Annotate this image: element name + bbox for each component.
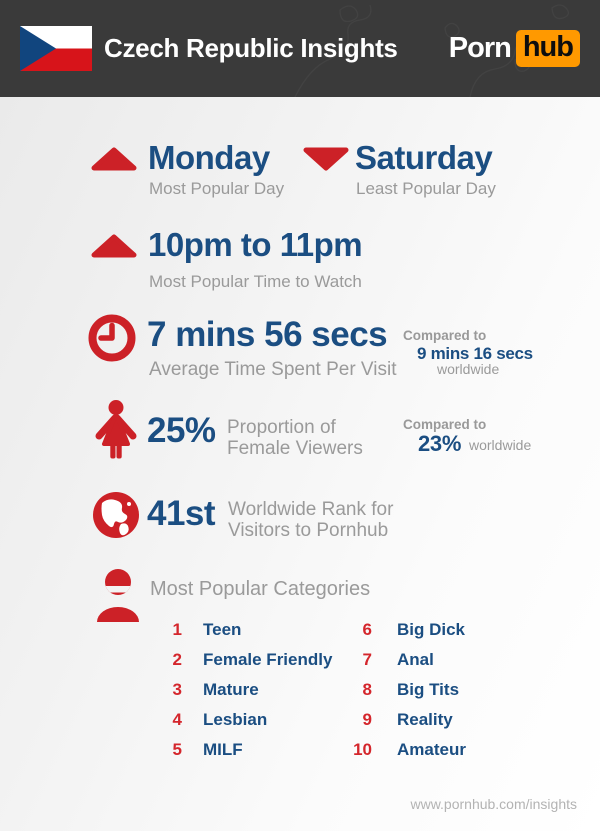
avg-time-compare-suffix: worldwide	[437, 361, 500, 377]
czech-flag-icon	[20, 26, 92, 71]
category-name: Anal	[397, 650, 434, 669]
female-icon	[95, 400, 137, 459]
category-name: Amateur	[397, 740, 466, 759]
person-icon	[97, 569, 139, 622]
avg-time-label: Average Time Spent Per Visit	[149, 359, 397, 380]
globe-icon	[93, 492, 139, 538]
least-popular-day-value: Saturday	[355, 139, 493, 176]
category-rank: 8	[362, 680, 372, 699]
female-viewers-label-line1: Proportion of	[227, 417, 336, 438]
logo-hub-badge: hub	[515, 30, 580, 67]
category-name: Reality	[397, 710, 453, 729]
category-item: 9 Reality	[340, 710, 466, 740]
category-item: 7 Anal	[340, 650, 466, 680]
pornhub-logo[interactable]: Porn hub	[449, 0, 580, 97]
avg-time-compare-prefix: Compared to	[403, 328, 487, 343]
category-item: 3 Mature	[152, 680, 332, 710]
category-rank: 9	[362, 710, 372, 729]
female-compare-suffix: worldwide	[469, 437, 532, 453]
most-popular-time-label: Most Popular Time to Watch	[149, 272, 362, 291]
category-item: 2 Female Friendly	[152, 650, 333, 680]
header-bar: Czech Republic Insights Porn hub	[0, 0, 600, 97]
arrow-down-icon	[303, 147, 349, 171]
category-name: Female Friendly	[203, 650, 333, 669]
page-title: Czech Republic Insights	[104, 33, 398, 63]
category-item: 10 Amateur	[340, 740, 466, 770]
avg-time-value: 7 mins 56 secs	[147, 315, 388, 354]
category-item: 1 Teen	[152, 620, 332, 650]
category-name: MILF	[203, 740, 243, 759]
worldwide-rank-label-line2: Visitors to Pornhub	[228, 520, 389, 541]
category-name: Mature	[203, 680, 259, 699]
category-name: Teen	[203, 620, 242, 639]
insights-url-link[interactable]: www.pornhub.com/insights	[410, 796, 577, 812]
female-viewers-label-line2: Female Viewers	[227, 438, 363, 459]
categories-title: Most Popular Categories	[150, 578, 371, 600]
category-rank: 1	[172, 620, 182, 639]
female-compare-prefix: Compared to	[403, 417, 487, 432]
clock-icon	[88, 314, 136, 362]
category-rank: 5	[172, 740, 182, 759]
most-popular-day-value: Monday	[148, 139, 270, 176]
category-rank: 3	[172, 680, 182, 699]
most-popular-day-label: Most Popular Day	[149, 179, 285, 198]
female-viewers-value: 25%	[147, 411, 216, 450]
category-item: 6 Big Dick	[340, 620, 466, 650]
categories-column-2: 6 Big Dick 7 Anal 8 Big Tits 9 Reality 1…	[340, 620, 466, 770]
worldwide-rank-value: 41st	[147, 494, 216, 533]
category-name: Big Tits	[397, 680, 460, 699]
arrow-up-icon	[91, 234, 137, 258]
most-popular-time-value: 10pm to 11pm	[148, 226, 363, 263]
category-item: 4 Lesbian	[152, 710, 332, 740]
category-item: 5 MILF	[152, 740, 332, 770]
worldwide-rank-label-line1: Worldwide Rank for	[228, 499, 394, 520]
female-compare-value: 23%	[418, 431, 462, 456]
category-item: 8 Big Tits	[340, 680, 466, 710]
categories-column-1: 1 Teen 2 Female Friendly 3 Mature 4 Lesb…	[152, 620, 333, 770]
least-popular-day-label: Least Popular Day	[356, 179, 496, 198]
category-name: Big Dick	[397, 620, 466, 639]
category-rank: 2	[172, 650, 182, 669]
arrow-up-icon	[91, 147, 137, 171]
avg-time-compare-value: 9 mins 16 secs	[417, 344, 533, 363]
category-rank: 6	[362, 620, 372, 639]
category-rank: 4	[172, 710, 182, 729]
logo-porn-text: Porn	[448, 32, 512, 64]
category-rank: 10	[353, 740, 372, 759]
category-name: Lesbian	[203, 710, 268, 729]
category-rank: 7	[362, 650, 372, 669]
